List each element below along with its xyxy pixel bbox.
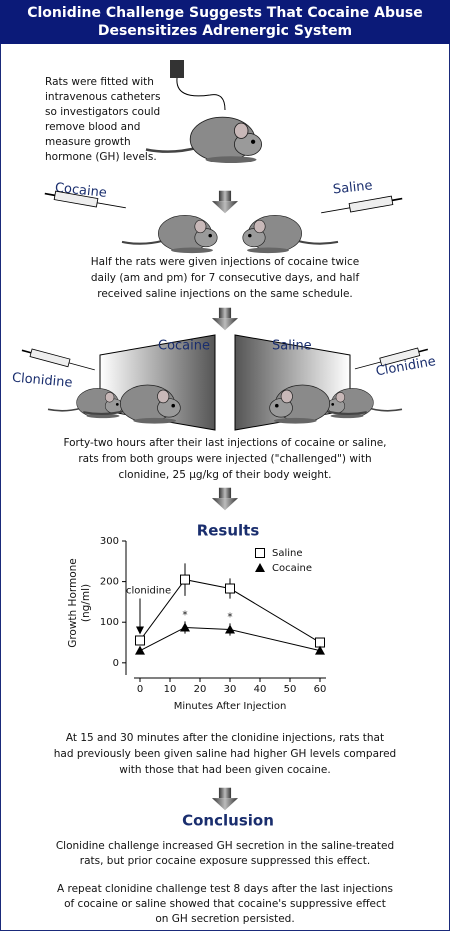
text-line: on GH secretion persisted. [155, 913, 294, 925]
legend-label: Cocaine [272, 563, 312, 574]
x-tick-label: 40 [254, 684, 267, 695]
y-tick-label: 200 [100, 577, 119, 588]
title-bar [0, 0, 450, 44]
series-line [139, 626, 321, 652]
text-line: so investigators could [45, 106, 160, 118]
text-line: hormone (GH) levels. [45, 151, 157, 163]
x-tick-label: 60 [314, 684, 327, 695]
text-line: Half the rats were given injections of c… [91, 256, 359, 268]
syringe-label: Clonidine [11, 371, 73, 391]
title: Desensitizes Adrenergic System [98, 23, 352, 39]
legend-marker [255, 548, 265, 558]
step1-text: Rats were fitted with intravenous cathet… [45, 76, 160, 163]
x-tick-label: 10 [164, 684, 177, 695]
y-axis-label: Growth Hormone [67, 558, 79, 648]
text-line: daily (am and pm) for 7 consecutive days… [91, 272, 360, 284]
text-line: measure growth [45, 136, 131, 148]
text-line: Forty-two hours after their last injecti… [63, 437, 386, 449]
text-line: received saline injections on the same s… [97, 288, 353, 300]
text-line: of cocaine or saline showed that cocaine… [64, 898, 386, 910]
text-line: clonidine, 25 µg/kg of their body weight… [118, 469, 331, 481]
conclusion-text: Clonidine challenge increased GH secreti… [56, 840, 394, 925]
section-heading: Results [197, 522, 260, 540]
text-line: A repeat clonidine challenge test 8 days… [57, 883, 393, 895]
text-line: had previously been given saline had hig… [54, 748, 396, 760]
catheter [176, 77, 226, 111]
y-axis-label: (ng/ml) [80, 584, 92, 622]
text-line: remove blood and [45, 121, 140, 133]
marker [180, 574, 190, 585]
section-heading: Conclusion [182, 812, 274, 830]
marker [135, 635, 145, 646]
title: Clonidine Challenge Suggests That Cocain… [27, 5, 423, 21]
text-line: At 15 and 30 minutes after the clonidine… [66, 732, 384, 744]
y-tick-label: 0 [113, 658, 119, 669]
marker [135, 645, 145, 655]
y-tick-label: 100 [100, 617, 119, 628]
y-tick-label: 300 [100, 536, 119, 547]
panel-label: Cocaine [158, 339, 210, 354]
series-line [139, 579, 321, 643]
results-text: At 15 and 30 minutes after the clonidine… [54, 732, 396, 776]
text-line: with those that had been given cocaine. [119, 764, 330, 776]
legend-label: Saline [272, 548, 303, 559]
group-label: Saline [332, 178, 373, 197]
significance-mark: * [227, 611, 232, 623]
text-line: Clonidine challenge increased GH secreti… [56, 840, 394, 852]
annotation: clonidine [126, 585, 171, 596]
marker [180, 622, 190, 632]
legend-marker [255, 563, 265, 572]
chart: Growth Hormone (ng/ml) Minutes After Inj… [67, 536, 326, 712]
x-tick-label: 30 [224, 684, 237, 695]
x-tick-label: 50 [284, 684, 297, 695]
panel-label: Saline [272, 339, 312, 354]
pump [170, 60, 184, 78]
text-line: intravenous catheters [45, 91, 160, 103]
marker [225, 583, 235, 594]
x-tick-label: 0 [137, 684, 143, 695]
significance-mark: * [182, 609, 187, 621]
step2-text: Half the rats were given injections of c… [91, 256, 360, 300]
annotation-arrowhead [136, 626, 144, 635]
text-line: rats from both groups were injected ("ch… [78, 453, 371, 465]
x-axis-label: Minutes After Injection [174, 701, 287, 712]
step3-text: Forty-two hours after their last injecti… [63, 437, 386, 481]
marker [315, 645, 325, 655]
text-line: rats, but prior cocaine exposure suppres… [80, 855, 370, 867]
marker [225, 624, 235, 634]
text-line: Rats were fitted with [45, 76, 154, 88]
x-tick-label: 20 [194, 684, 207, 695]
